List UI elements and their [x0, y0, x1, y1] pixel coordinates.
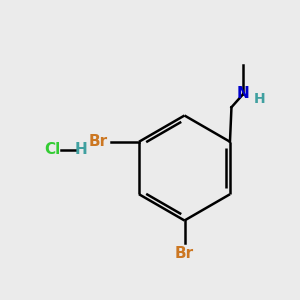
Text: Br: Br — [89, 134, 108, 149]
Text: Cl: Cl — [44, 142, 61, 158]
Text: H: H — [254, 92, 266, 106]
Text: N: N — [237, 86, 250, 101]
Text: Br: Br — [175, 246, 194, 261]
Text: H: H — [75, 142, 87, 158]
